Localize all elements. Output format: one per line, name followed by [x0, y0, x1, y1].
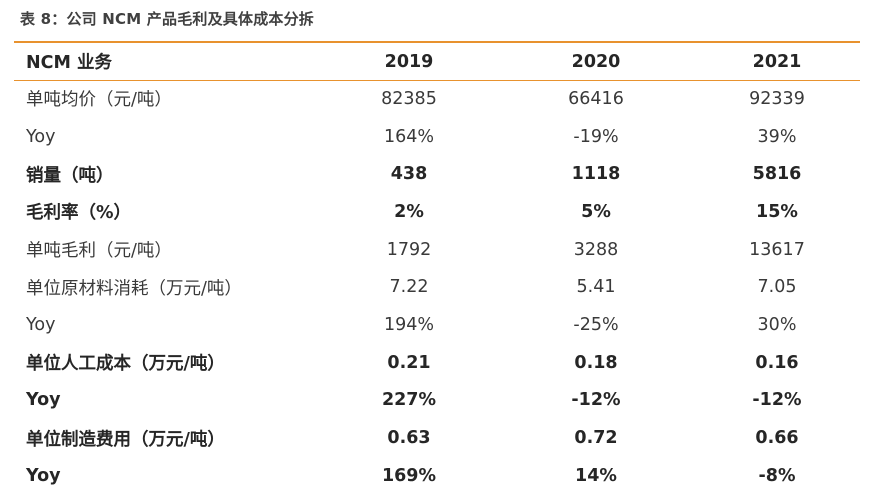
value-cell: 0.66: [755, 428, 799, 449]
value-cell: 15%: [756, 201, 798, 222]
value-cell: 5%: [581, 201, 611, 222]
value-cell: 5816: [752, 164, 802, 185]
row-label: 销量（吨）: [26, 165, 114, 186]
value-cell: 1118: [571, 164, 621, 185]
value-cell: 39%: [757, 126, 797, 147]
value-cell: 7.05: [757, 277, 797, 298]
table-row: 单位制造费用（万元/吨） 0.63 0.72 0.66: [14, 419, 860, 457]
top-rule: [14, 41, 860, 43]
value-cell: 13617: [749, 239, 805, 260]
value-cell: 0.18: [574, 352, 618, 373]
value-cell: 194%: [383, 314, 435, 335]
value-cell: -8%: [758, 465, 796, 486]
table-row: Yoy 227% -12% -12%: [14, 382, 860, 420]
value-cell: 0.72: [574, 428, 618, 449]
table-row: Yoy 194% -25% 30%: [14, 306, 860, 344]
row-label: Yoy: [26, 314, 56, 335]
value-cell: -25%: [573, 314, 619, 335]
row-label: 单位原材料消耗（万元/吨）: [26, 278, 242, 299]
table-row: 单位人工成本（万元/吨） 0.21 0.18 0.16: [14, 344, 860, 382]
value-cell: -12%: [752, 390, 802, 411]
value-cell: 169%: [381, 465, 437, 486]
row-label: Yoy: [26, 465, 61, 486]
table-row: 单吨均价（元/吨） 82385 66416 92339: [14, 80, 860, 118]
value-cell: 30%: [757, 314, 797, 335]
header-rule: [14, 80, 860, 81]
row-label: Yoy: [26, 390, 61, 411]
table-row: 销量（吨） 438 1118 5816: [14, 155, 860, 193]
row-label: Yoy: [26, 126, 56, 147]
row-label: 单吨毛利（元/吨）: [26, 241, 172, 262]
value-cell: 164%: [383, 126, 435, 147]
table-row: Yoy 164% -19% 39%: [14, 118, 860, 156]
value-cell: -19%: [573, 126, 619, 147]
value-cell: 66416: [568, 88, 624, 109]
header-cell-2020: 2020: [571, 51, 621, 72]
value-cell: 7.22: [389, 277, 429, 298]
value-cell: 1792: [386, 239, 432, 260]
table-body: 单吨均价（元/吨） 82385 66416 92339 Yoy 164% -19% 39% 销量…: [14, 80, 860, 495]
value-cell: 0.16: [755, 352, 799, 373]
row-label: 毛利率（%）: [26, 203, 132, 224]
ncm-cost-table: NCM 业务 2019 2020 2021 单吨均价（元/吨） 82385 6641…: [14, 43, 860, 495]
value-cell: 227%: [381, 390, 437, 411]
value-cell: 438: [390, 164, 428, 185]
value-cell: 0.63: [387, 428, 431, 449]
value-cell: 14%: [575, 465, 617, 486]
value-cell: 82385: [381, 88, 437, 109]
value-cell: 0.21: [387, 352, 431, 373]
table-row: 单位原材料消耗（万元/吨） 7.22 5.41 7.05: [14, 268, 860, 306]
header-cell-2019: 2019: [384, 51, 434, 72]
header-row: NCM 业务 2019 2020 2021: [14, 43, 860, 80]
value-cell: 5.41: [576, 277, 616, 298]
value-cell: 92339: [749, 88, 805, 109]
row-label: 单位制造费用（万元/吨）: [26, 429, 225, 450]
value-cell: -12%: [571, 390, 621, 411]
table-row: Yoy 169% 14% -8%: [14, 457, 860, 495]
row-label: 单位人工成本（万元/吨）: [26, 354, 225, 375]
value-cell: 3288: [573, 239, 619, 260]
value-cell: 2%: [394, 201, 424, 222]
header-cell-business: NCM 业务: [26, 53, 112, 73]
row-label: 单吨均价（元/吨）: [26, 90, 172, 111]
header-cell-2021: 2021: [752, 51, 802, 72]
table-caption: 表 8：公司 NCM 产品毛利及具体成本分拆: [20, 10, 314, 28]
table-row: 单吨毛利（元/吨） 1792 3288 13617: [14, 231, 860, 269]
table-row: 毛利率（%） 2% 5% 15%: [14, 193, 860, 231]
